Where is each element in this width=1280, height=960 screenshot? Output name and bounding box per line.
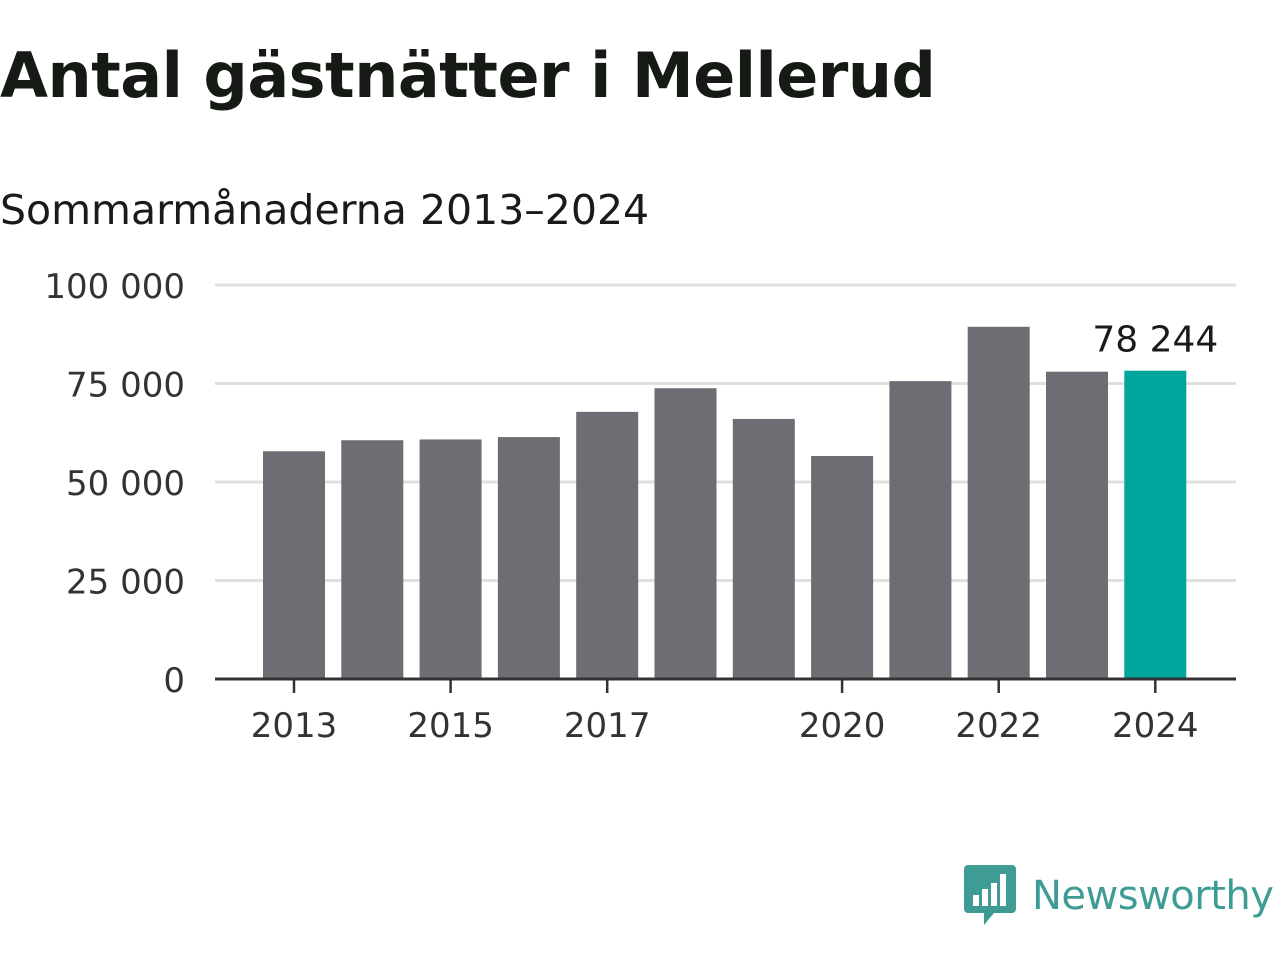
y-tick-label: 25 000 <box>66 563 185 603</box>
bar-2024 <box>1124 370 1187 679</box>
x-tick-label: 2024 <box>1112 706 1199 746</box>
chart-subtitle: Sommarmånaderna 2013–2024 <box>0 186 650 234</box>
x-tick-label: 2013 <box>251 706 338 746</box>
y-tick-label: 50 000 <box>66 464 185 504</box>
x-tick-label: 2017 <box>564 706 651 746</box>
bar-2019 <box>732 418 795 679</box>
chart-title: Antal gästnätter i Mellerud <box>0 39 936 112</box>
x-tick-label: 2015 <box>407 706 494 746</box>
x-tick-label: 2022 <box>955 706 1042 746</box>
bar-2021 <box>889 381 952 679</box>
bar-2023 <box>1046 371 1108 679</box>
axes <box>215 677 1236 693</box>
bars <box>263 326 1187 679</box>
bar-chart-speech-bubble-icon <box>964 865 1016 925</box>
bar-2018 <box>654 388 717 679</box>
newsworthy-logo: Newsworthy <box>964 864 1274 928</box>
bar-2013 <box>263 451 325 679</box>
bar-2014 <box>341 440 404 679</box>
bar-2017 <box>576 411 639 679</box>
labels: 0 25 000 50 000 75 000 100 000 2013 2015 2017 20… <box>44 267 1218 746</box>
bar-2016 <box>497 437 560 679</box>
y-tick-label: 75 000 <box>66 366 185 406</box>
y-tick-label: 100 000 <box>44 267 185 307</box>
data-label: 78 244 <box>1092 320 1218 361</box>
x-tick-label: 2020 <box>799 706 886 746</box>
bar-2015 <box>419 439 482 679</box>
logo-text: Newsworthy <box>1032 873 1274 919</box>
bar-2022 <box>967 326 1030 679</box>
y-tick-label: 0 <box>163 661 185 701</box>
bar-2020 <box>811 455 874 679</box>
